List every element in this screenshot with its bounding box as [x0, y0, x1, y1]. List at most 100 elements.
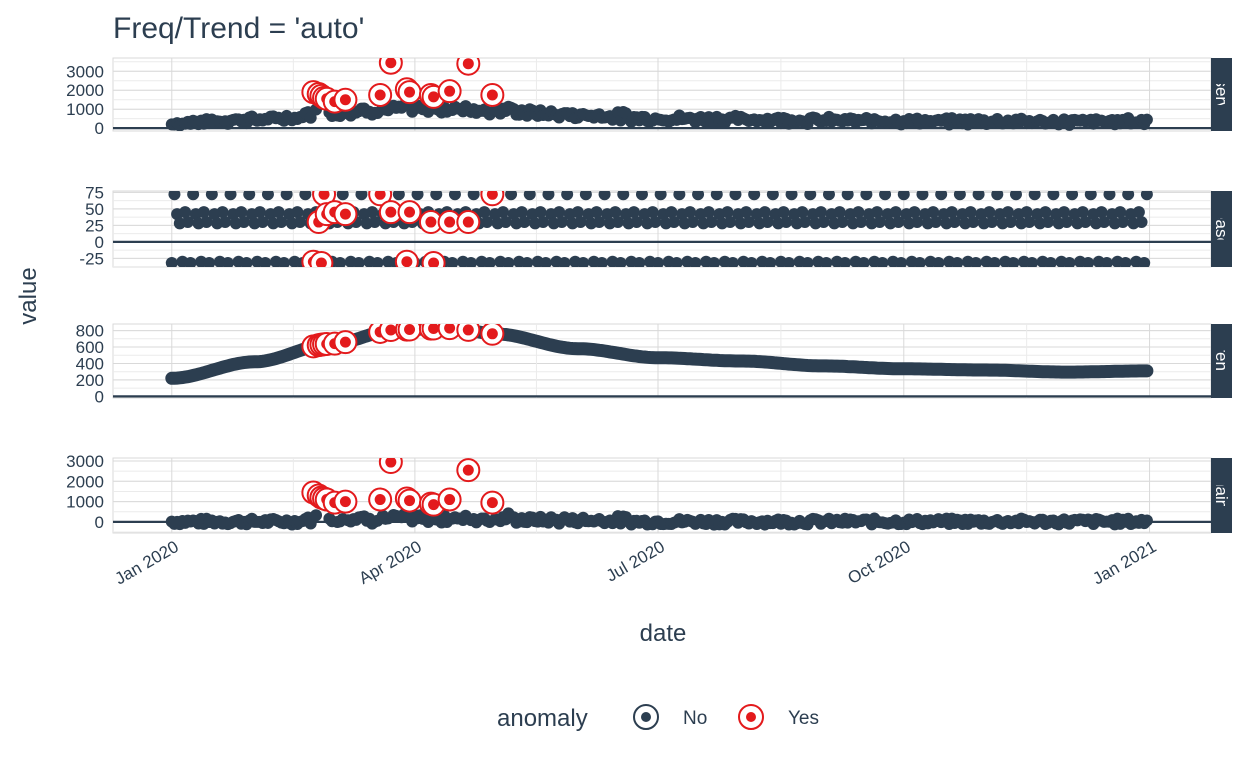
anomaly-point: [401, 256, 413, 267]
data-point: [1132, 206, 1145, 219]
data-point: [740, 206, 753, 219]
data-point: [579, 191, 592, 201]
data-point: [553, 206, 566, 219]
y-tick-label: 200: [76, 371, 104, 390]
data-point: [237, 216, 250, 229]
data-point: [617, 191, 630, 201]
anomaly-point: [339, 496, 351, 508]
chart-title: Freq/Trend = 'auto': [113, 12, 365, 45]
data-point: [967, 216, 980, 229]
data-point: [1066, 191, 1079, 201]
data-point: [801, 257, 814, 267]
data-point: [908, 206, 921, 219]
data-point: [221, 257, 234, 267]
y-tick-label: 25: [85, 216, 104, 235]
anomaly-point: [444, 324, 456, 334]
x-axis: Jan 2020 Apr 2020 Jul 2020 Oct 2020 Jan 2021: [112, 537, 1160, 588]
legend-key-yes: [738, 704, 764, 730]
data-point: [764, 257, 777, 267]
data-point: [935, 191, 948, 201]
data-point: [1042, 216, 1055, 229]
y-axis-title: value: [15, 267, 42, 324]
data-point: [857, 257, 870, 267]
data-point: [187, 191, 200, 201]
data-point: [833, 206, 846, 219]
data-point: [392, 191, 405, 201]
anomaly-point: [428, 324, 440, 335]
data-point: [502, 257, 515, 267]
data-point: [892, 216, 905, 229]
y-tick-label: 2000: [66, 81, 104, 100]
anomaly-point: [444, 494, 456, 506]
data-point: [991, 191, 1004, 201]
data-point: [929, 216, 942, 229]
y-tick-label: 400: [76, 354, 104, 373]
anomaly-point: [374, 191, 386, 200]
data-point: [969, 257, 982, 267]
data-point: [708, 257, 721, 267]
data-point: [836, 216, 849, 229]
anomaly-point: [425, 216, 437, 228]
anomaly-point: [404, 495, 416, 507]
data-point: [334, 257, 347, 267]
data-point: [411, 191, 424, 201]
data-point: [561, 191, 574, 201]
legend-title: anomaly: [497, 705, 588, 732]
data-point: [1095, 206, 1108, 219]
anomaly-point: [404, 324, 416, 336]
data-point: [467, 191, 480, 201]
anomaly-point: [318, 191, 330, 200]
data-point: [542, 191, 555, 201]
data-point: [352, 257, 365, 267]
data-point: [1007, 257, 1020, 267]
data-point: [927, 206, 940, 219]
data-point: [272, 206, 285, 219]
data-point: [932, 257, 945, 267]
data-point: [817, 216, 830, 229]
data-point: [670, 257, 683, 267]
data-point: [1100, 257, 1113, 267]
anomaly-point: [404, 86, 416, 98]
anomaly-point: [374, 89, 386, 101]
data-point: [1026, 257, 1039, 267]
data-point: [945, 206, 958, 219]
y-tick-label: 0: [95, 119, 104, 138]
data-point: [310, 509, 323, 522]
data-point: [841, 191, 854, 201]
data-point: [742, 216, 755, 229]
data-point: [1063, 257, 1076, 267]
y-tick-label: 75: [85, 183, 104, 202]
data-point: [1058, 206, 1071, 219]
data-point: [855, 216, 868, 229]
data-point: [668, 216, 681, 229]
data-point: [1060, 216, 1073, 229]
data-point: [299, 191, 312, 201]
data-point: [590, 206, 603, 219]
anomaly-point: [315, 257, 327, 267]
data-point: [1079, 216, 1092, 229]
data-point: [1076, 206, 1089, 219]
data-point: [574, 216, 587, 229]
data-point: [684, 206, 697, 219]
data-point: [1114, 206, 1127, 219]
data-point: [860, 191, 873, 201]
strip-label-observed: observed: [1212, 60, 1231, 130]
data-point: [515, 206, 528, 219]
anomaly-point: [462, 58, 474, 70]
data-point: [951, 257, 964, 267]
data-point: [595, 257, 608, 267]
anomaly-point: [428, 499, 440, 511]
data-point: [571, 206, 584, 219]
data-point: [1020, 206, 1033, 219]
data-point: [371, 257, 384, 267]
strip-label-season: season: [1212, 202, 1231, 257]
data-point: [649, 216, 662, 229]
data-point: [259, 257, 272, 267]
data-point: [205, 191, 218, 201]
data-point: [665, 206, 678, 219]
anomaly-point: [486, 328, 498, 340]
legend: anomaly No Yes: [497, 704, 819, 732]
data-point: [985, 216, 998, 229]
